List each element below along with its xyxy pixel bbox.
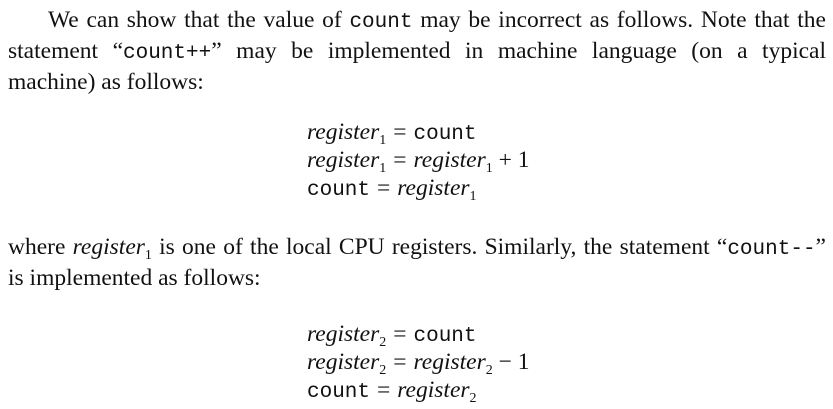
intro-paragraph: We can show that the value of count may … (8, 6, 826, 96)
count-code: count (413, 123, 477, 146)
register-subscript: 2 (379, 335, 387, 350)
equals-sign: = (393, 349, 407, 375)
explanation-text-middle: is one of the local CPU registers. Simil… (151, 234, 728, 260)
count-code: count (307, 381, 371, 404)
count-code: count (413, 325, 477, 348)
register-subscript: 1 (485, 161, 493, 176)
explanation-text-end: ” is implemented as follows: (8, 234, 826, 291)
increment-equations: register1 = count register1 = register1 + 1 … (307, 118, 530, 204)
register-term: register (413, 349, 486, 375)
register-term: register (307, 349, 380, 375)
decrement-term: − 1 (492, 349, 530, 375)
register-term: register (307, 321, 380, 347)
register-term: register (413, 147, 486, 173)
equation-row: register2 = count (307, 320, 530, 350)
increment-term: + 1 (492, 147, 530, 173)
count-decrement-code: count-- (727, 238, 816, 261)
register-term: register (397, 175, 470, 201)
intro-text-middle: may be incorrect as follows. Note that t… (8, 7, 826, 64)
explanation-paragraph: where register1 is one of the local CPU … (8, 233, 826, 292)
count-increment-code: count++ (123, 42, 212, 65)
register-term: register (72, 234, 145, 260)
equation-row: register1 = register1 + 1 (307, 146, 530, 176)
register-term: register (307, 119, 380, 145)
equals-sign: = (393, 119, 407, 145)
equals-sign: = (393, 321, 407, 347)
register-term: register (307, 147, 380, 173)
register-term: register (397, 377, 470, 403)
register-subscript: 1 (379, 161, 387, 176)
equation-row: register1 = count (307, 118, 530, 148)
equation-row: count = register1 (307, 174, 530, 204)
register-subscript: 2 (469, 391, 477, 406)
decrement-equations: register2 = count register2 = register2 − 1 … (307, 320, 530, 406)
intro-text-end: ” may be implemented in machine language… (8, 38, 826, 95)
register-subscript: 2 (379, 363, 387, 378)
count-code: count (307, 179, 371, 202)
equals-sign: = (377, 175, 391, 201)
equation-row: count = register2 (307, 376, 530, 406)
explanation-text-start: where (8, 234, 73, 260)
equals-sign: = (377, 377, 391, 403)
register-subscript: 1 (379, 133, 387, 148)
register-subscript: 1 (144, 248, 152, 263)
equals-sign: = (393, 147, 407, 173)
count-code: count (349, 11, 413, 34)
register-subscript: 2 (485, 363, 493, 378)
intro-text-start: We can show that the value of (48, 7, 350, 33)
register-subscript: 1 (469, 189, 477, 204)
equation-row: register2 = register2 − 1 (307, 348, 530, 378)
